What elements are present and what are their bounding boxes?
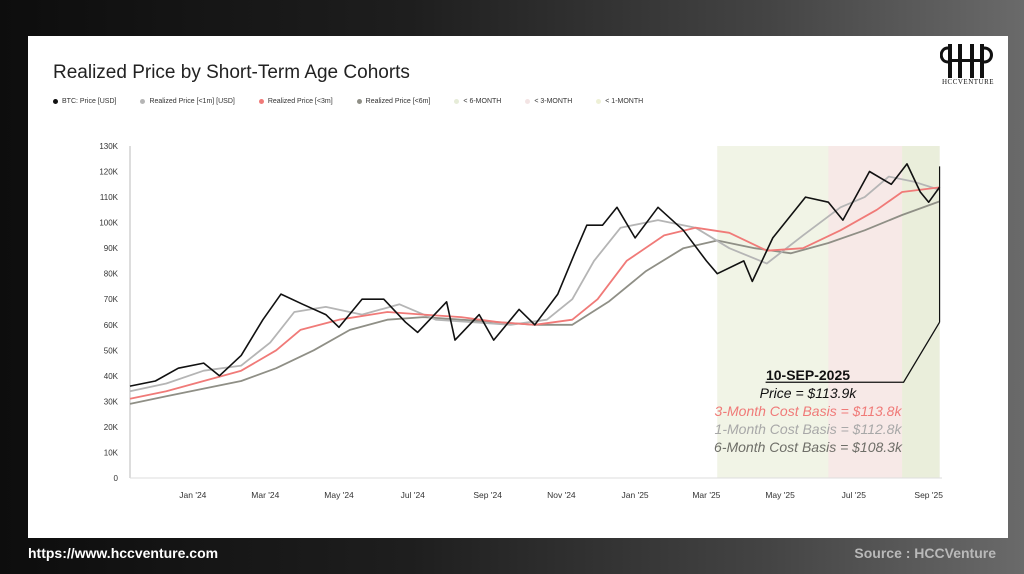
chart-card: Realized Price by Short-Term Age Cohorts…	[28, 36, 1008, 538]
annotation-1m-cost-basis: 1-Month Cost Basis = $112.8k	[714, 421, 902, 437]
logo-text: HCCVENTURE	[941, 78, 995, 86]
y-tick-label: 20K	[104, 423, 119, 432]
legend-label: < 3-MONTH	[534, 98, 573, 105]
legend-item-1-month: < 1-MONTH	[596, 98, 643, 105]
annotation-date: 10-SEP-2025	[765, 367, 851, 383]
shaded-region-2	[902, 146, 940, 478]
x-tick-label: Mar '25	[692, 490, 720, 500]
y-tick-label: 100K	[99, 219, 118, 228]
y-tick-label: 70K	[104, 295, 119, 304]
y-tick-label: 40K	[104, 372, 119, 381]
footer-url[interactable]: https://www.hccventure.com	[28, 545, 219, 561]
legend-item-btc-price: BTC: Price [USD]	[53, 98, 116, 105]
legend-label: Realized Price [<6m]	[365, 98, 431, 105]
x-tick-label: Nov '24	[547, 490, 576, 500]
legend-label: Realized Price [<1m] [USD]	[149, 98, 235, 105]
legend-item-3-month: < 3-MONTH	[525, 98, 572, 105]
legend-label: BTC: Price [USD]	[62, 98, 117, 105]
x-tick-label: Jul '25	[842, 490, 867, 500]
annotation-3m-cost-basis: 3-Month Cost Basis = $113.8k	[714, 403, 902, 419]
legend-item-realized-6m: Realized Price [<6m]	[356, 98, 431, 105]
y-tick-label: 30K	[104, 397, 119, 406]
chart-svg: 0 10K 20K 30K 40K 50K 60K 70K 80K 90K 100K 110K 120K…	[99, 142, 943, 500]
legend-label: Realized Price [<3m]	[267, 98, 333, 105]
legend-label: < 6-MONTH	[463, 98, 502, 105]
annotation-box: 10-SEP-2025 Price = $113.9k 3-Month Cost…	[688, 366, 928, 456]
annotation-pointer-line	[765, 321, 941, 383]
chart-title: Realized Price by Short-Term Age Cohorts	[53, 62, 410, 83]
y-tick-label: 50K	[104, 346, 119, 355]
x-tick-label: Mar '24	[251, 490, 279, 500]
legend-dot	[525, 99, 531, 104]
annotation-6m-cost-basis: 6-Month Cost Basis = $108.3k	[714, 439, 902, 455]
legend-dot	[140, 99, 146, 104]
x-tick-label: May '25	[765, 490, 795, 500]
logo-mark-icon	[939, 44, 993, 78]
x-tick-label: Jan '24	[179, 490, 206, 500]
y-tick-label: 120K	[99, 168, 118, 177]
legend-dot	[356, 99, 362, 104]
x-tick-label: Jan '25	[622, 490, 649, 500]
legend: BTC: Price [USD] Realized Price [<1m] [U…	[53, 98, 667, 105]
legend-item-realized-1m: Realized Price [<1m] [USD]	[140, 98, 235, 105]
y-tick-label: 80K	[104, 270, 119, 279]
y-tick-label: 0	[114, 474, 119, 483]
x-tick-label: Jul '24	[401, 490, 426, 500]
legend-label: < 1-MONTH	[605, 98, 644, 105]
series-line-2	[129, 186, 940, 400]
legend-dot	[454, 99, 460, 104]
legend-dot	[596, 99, 602, 104]
y-tick-label: 90K	[104, 244, 119, 253]
x-tick-label: Sep '24	[473, 490, 502, 500]
footer-source: Source : HCCVenture	[854, 545, 996, 561]
y-tick-label: 110K	[100, 193, 119, 202]
x-tick-label: May '24	[324, 490, 354, 500]
y-tick-label: 60K	[104, 321, 119, 330]
y-tick-label: 10K	[104, 448, 119, 457]
series-line-0	[129, 163, 941, 387]
series-line-1	[129, 175, 940, 393]
legend-dot	[258, 99, 264, 104]
hccventure-logo: HCCVENTURE	[939, 42, 996, 88]
legend-item-realized-3m: Realized Price [<3m]	[258, 98, 333, 105]
x-tick-label: Sep '25	[914, 490, 943, 500]
y-tick-label: 130K	[99, 142, 118, 151]
legend-dot	[53, 99, 58, 104]
annotation-price: Price = $113.9k	[759, 385, 857, 401]
legend-item-6-month: < 6-MONTH	[454, 98, 501, 105]
